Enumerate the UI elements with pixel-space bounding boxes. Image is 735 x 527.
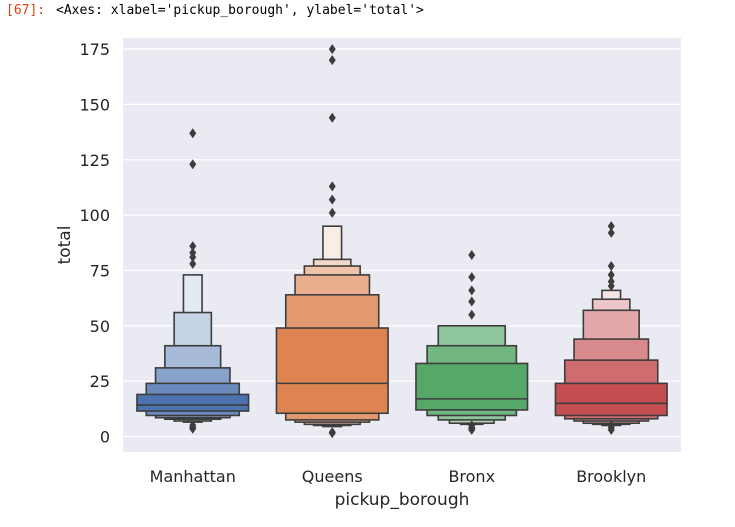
boxen-box (415, 362, 529, 411)
boxen-group-manhattan (136, 128, 250, 434)
output-repr-text: <Axes: xlabel='pickup_borough', ylabel='… (56, 3, 424, 18)
outlier-point (468, 424, 476, 435)
y-tick-label: 50 (90, 317, 110, 336)
x-tick-label: Manhattan (150, 467, 236, 486)
outlier-point (607, 261, 615, 272)
y-tick-label: 125 (79, 151, 110, 170)
outlier-point (468, 309, 476, 320)
boxen-box (275, 327, 389, 415)
boxen-box (554, 382, 668, 417)
outlier-point (328, 44, 336, 55)
y-tick-label: 175 (79, 40, 110, 59)
boxen-group-brooklyn (554, 221, 668, 435)
outlier-point (607, 424, 615, 435)
outlier-point (328, 194, 336, 205)
y-tick-label: 25 (90, 372, 110, 391)
outlier-point (328, 181, 336, 192)
outlier-point (328, 207, 336, 218)
x-axis-label: pickup_borough (335, 490, 470, 510)
y-tick-label: 100 (79, 206, 110, 225)
outlier-point (607, 227, 615, 238)
boxen-group-bronx (415, 249, 529, 435)
outlier-point (328, 55, 336, 66)
x-tick-labels: Manhattan Queens Bronx Brooklyn (150, 467, 647, 486)
outlier-point (189, 258, 197, 269)
x-tick-label: Bronx (448, 467, 495, 486)
outlier-point (607, 269, 615, 280)
y-axis-label: total (55, 226, 75, 265)
outlier-point (607, 221, 615, 232)
outlier-point (468, 272, 476, 283)
outlier-point (468, 249, 476, 260)
boxen-box (136, 393, 250, 412)
outlier-point (607, 280, 615, 291)
outlier-point (189, 252, 197, 263)
outlier-point (189, 159, 197, 170)
box-groups (136, 44, 668, 439)
y-tick-label: 0 (100, 428, 110, 447)
outlier-point (328, 428, 336, 439)
outlier-point (468, 285, 476, 296)
y-tick-label: 75 (90, 261, 110, 280)
outlier-point (328, 112, 336, 123)
outlier-point (189, 423, 197, 434)
y-tick-label: 150 (79, 95, 110, 114)
outlier-point (189, 241, 197, 252)
x-tick-label: Brooklyn (576, 467, 646, 486)
outlier-point (189, 128, 197, 139)
outlier-point (468, 296, 476, 307)
execution-count-prompt: [67]: (6, 3, 46, 18)
x-tick-label: Queens (302, 467, 363, 486)
boxen-group-queens (275, 44, 389, 439)
grid-lines (123, 48, 681, 438)
y-tick-labels: 0 25 50 75 100 125 150 175 (79, 40, 110, 446)
